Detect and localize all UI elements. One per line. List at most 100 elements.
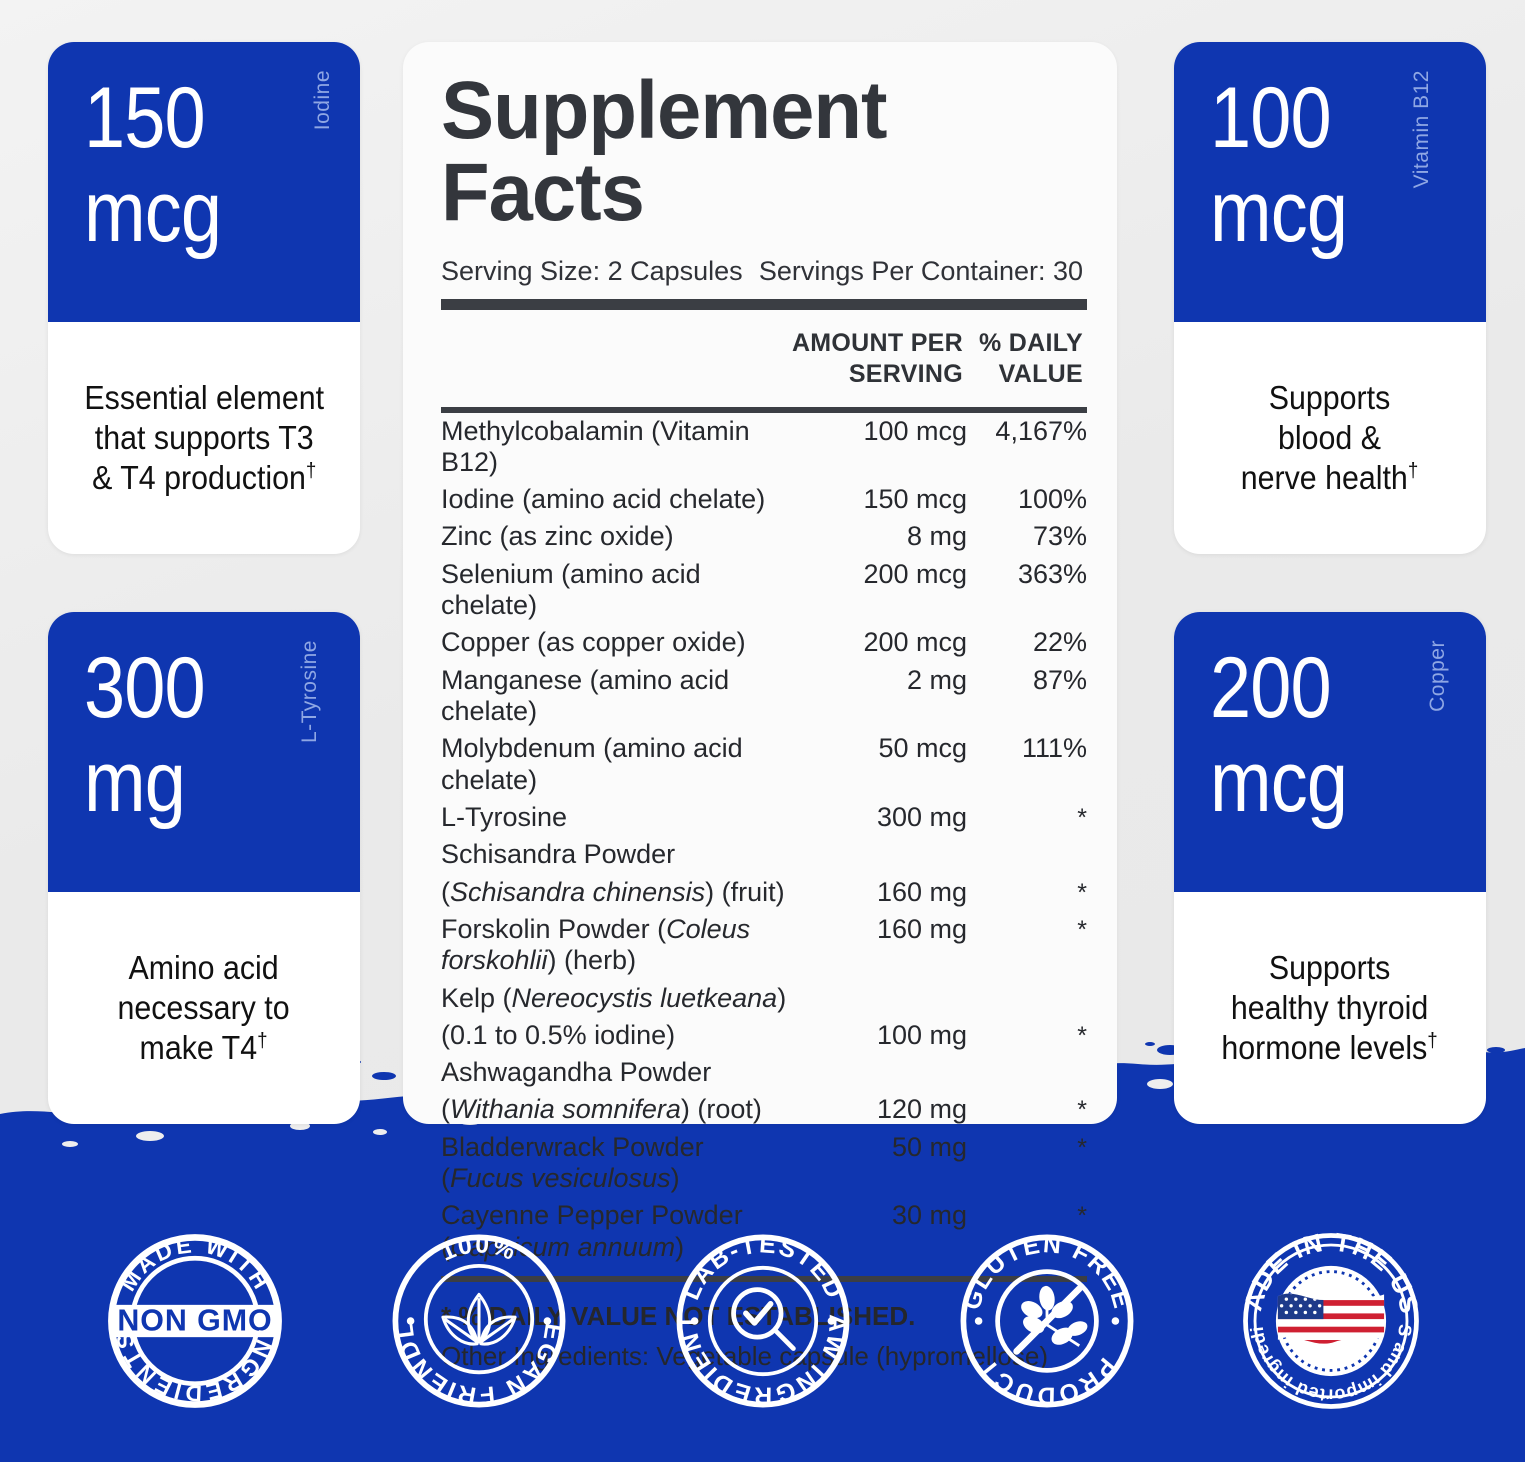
benefit-line-1: Supports	[1269, 378, 1391, 416]
latin-binomial: Schisandra chinensis	[450, 876, 706, 907]
ingredient-amount: 200 mcg	[863, 558, 967, 589]
card-nutrient-label: Iodine	[311, 70, 334, 131]
latin-binomial: Nereocystis luetkeana	[511, 982, 778, 1013]
ingredient-name: Bladderwrack Powder (Fucus vesiculosus)	[441, 1131, 704, 1194]
ingredient-name: (0.1 to 0.5% iodine)	[441, 1019, 676, 1050]
ingredient-daily-value: *	[1077, 1202, 1087, 1231]
card-benefit-text: Essential element that supports T3 & T4 …	[84, 378, 324, 499]
ingredient-name: L-Tyrosine	[441, 801, 568, 832]
badge-non-gmo[interactable]: MADE WITH NON GMO INGREDIENTS	[100, 1226, 290, 1416]
highlight-card-copper: 200 mcg Copper Supports healthy thyroid …	[1174, 612, 1486, 1124]
card-nutrient-label: Vitamin B12	[1410, 70, 1433, 189]
ingredient-name: Manganese (amino acid chelate)	[441, 664, 730, 726]
svg-text:100%: 100%	[436, 1231, 520, 1266]
ingredient-row: Ashwagandha Powder	[441, 1054, 1087, 1091]
ingredient-amount: 50 mg	[891, 1131, 967, 1162]
ingredient-daily-value: *	[1077, 878, 1087, 907]
ingredient-daily-value: 111%	[1021, 733, 1087, 764]
badge-lab-tested[interactable]: LAB-TESTED RAW INGREDIENTS	[668, 1226, 858, 1416]
benefit-line-3: hormone levels	[1221, 1029, 1428, 1067]
ingredient-amount	[789, 980, 967, 1017]
card-dose-number: 200	[1210, 639, 1332, 736]
ingredient-row: Molybdenum (amino acid chelate) 50 mcg 111…	[441, 730, 1087, 799]
ingredient-row: Methylcobalamin (Vitamin B12) 100 mcg 4,16…	[441, 413, 1087, 482]
ingredient-amount	[789, 1054, 967, 1091]
ingredient-name: Selenium (amino acid chelate)	[441, 558, 701, 621]
ingredient-row: (0.1 to 0.5% iodine) 100 mg *	[441, 1017, 1087, 1054]
ingredient-name: (Schisandra chinensis) (fruit)	[441, 876, 785, 907]
ingredient-name: Forskolin Powder (Coleus forskohlii) (he…	[441, 913, 751, 976]
badge-bottom-arc-text: INGREDIENTS	[109, 1327, 276, 1406]
ingredient-daily-value	[967, 1054, 1087, 1091]
table-column-headers: AMOUNT PER SERVING % DAILY VALUE	[441, 310, 1087, 407]
trust-badges-row: MADE WITH NON GMO INGREDIENTS 100%	[0, 1216, 1525, 1426]
card-amount-panel: 150 mcg Iodine	[48, 42, 360, 322]
ingredient-daily-value: *	[1077, 915, 1087, 944]
benefit-line-3: & T4 production	[91, 459, 306, 497]
ingredient-name: Copper (as copper oxide)	[441, 627, 746, 658]
ingredient-name: Ashwagandha Powder	[441, 1057, 712, 1088]
leaves-icon: 100% VEGAN FRIENDLY	[384, 1226, 565, 1409]
latin-binomial: Coleus forskohlii	[441, 913, 751, 976]
servings-per-container: Servings Per Container: 30	[758, 256, 1083, 286]
dagger-symbol: †	[1427, 1029, 1439, 1053]
serving-info-row: Serving Size: 2 Capsules Servings Per Co…	[441, 256, 1087, 287]
benefit-line-3: make T4	[139, 1029, 258, 1067]
benefit-line-2: that supports T3	[94, 418, 314, 456]
badge-gluten-free[interactable]: GLUTEN FREE PRODUCT	[952, 1226, 1142, 1416]
badge-top-arc-text: MADE WITH	[114, 1231, 273, 1295]
ingredient-daily-value: 73%	[1032, 521, 1087, 552]
ingredient-row: Selenium (amino acid chelate) 200 mcg 363%	[441, 556, 1087, 625]
card-amount-panel: 300 mg L-Tyrosine	[48, 612, 360, 892]
card-benefit-text: Amino acid necessary to make T4†	[118, 948, 290, 1069]
ingredient-daily-value: *	[1077, 1133, 1087, 1162]
column-header-amount: AMOUNT PER SERVING	[791, 329, 963, 389]
dagger-symbol: †	[305, 459, 317, 483]
badge-made-in-usa[interactable]: ★ MADE IN THE USA ★	[1236, 1226, 1426, 1416]
badge-bottom-arc-text: PRODUCT	[973, 1352, 1118, 1408]
ingredient-amount: 120 mg	[876, 1094, 967, 1125]
ingredient-daily-value	[967, 980, 1087, 1017]
ingredient-daily-value: *	[1077, 1096, 1087, 1125]
card-dose-unit: mcg	[1210, 733, 1348, 830]
card-dose-number: 100	[1210, 69, 1332, 166]
card-dose: 100 mcg	[1210, 64, 1348, 266]
ingredient-amount: 8 mg	[906, 521, 967, 552]
dagger-symbol: †	[257, 1029, 269, 1053]
badge-top-arc-text: 100%	[436, 1231, 518, 1266]
rule-header-bottom	[441, 406, 1087, 413]
ingredient-amount: 2 mg	[906, 664, 967, 695]
ingredient-amount	[789, 836, 967, 873]
card-nutrient-label: Copper	[1426, 640, 1449, 712]
ingredient-daily-value: 363%	[1017, 558, 1087, 589]
ingredient-name: Schisandra Powder	[441, 839, 676, 870]
ingredient-row: Bladderwrack Powder (Fucus vesiculosus) 5…	[441, 1129, 1087, 1198]
serving-size: Serving Size: 2 Capsules	[441, 256, 743, 286]
svg-text:MADE WITH: MADE WITH	[114, 1231, 276, 1295]
ingredient-daily-value: 87%	[1032, 664, 1087, 695]
benefit-line-2: healthy thyroid	[1231, 988, 1429, 1026]
other-ingredients: Other Ingredients: Vegetable capsule (hy…	[441, 1341, 1049, 1372]
card-benefit-text: Supports blood & nerve health†	[1241, 378, 1419, 499]
card-benefit-panel: Supports blood & nerve health†	[1174, 322, 1486, 554]
rule-table-bottom	[441, 1276, 1087, 1282]
ingredient-row: Kelp (Nereocystis luetkeana)	[441, 980, 1087, 1017]
ingredient-amount: 300 mg	[876, 801, 967, 832]
ingredient-name: Methylcobalamin (Vitamin B12)	[441, 415, 750, 477]
ingredient-amount: 30 mg	[891, 1200, 967, 1231]
ingredient-amount: 100 mg	[876, 1019, 967, 1050]
ingredients-table: Methylcobalamin (Vitamin B12) 100 mcg 4,16…	[441, 413, 1087, 1267]
ingredient-amount: 150 mcg	[863, 484, 967, 515]
supplement-facts-title: Supplement Facts	[441, 65, 887, 238]
ingredient-name: Iodine (amino acid chelate)	[441, 484, 766, 515]
card-amount-panel: 200 mcg Copper	[1174, 612, 1486, 892]
card-dose-unit: mcg	[1210, 163, 1348, 260]
ingredient-row: (Schisandra chinensis) (fruit) 160 mg *	[441, 874, 1087, 911]
highlight-card-l-tyrosine: 300 mg L-Tyrosine Amino acid necessary t…	[48, 612, 360, 1124]
badge-center-text: NON GMO	[117, 1304, 272, 1338]
ingredient-daily-value: *	[1077, 1021, 1087, 1050]
badge-vegan-friendly[interactable]: 100% VEGAN FRIENDLY	[384, 1226, 574, 1416]
benefit-line-2: necessary to	[117, 988, 291, 1026]
highlight-card-iodine: 150 mcg Iodine Essential element that su…	[48, 42, 360, 554]
ingredient-amount: 160 mg	[876, 876, 967, 907]
